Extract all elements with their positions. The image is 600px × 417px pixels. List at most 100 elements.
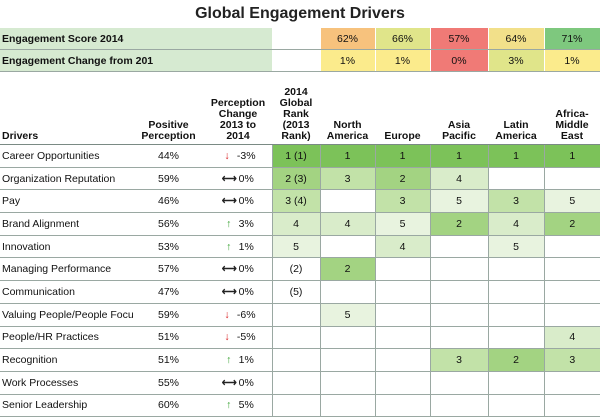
perception-change-cell: ↑ 5% [204,394,273,417]
latin-america-rank-cell [487,371,545,395]
africa-middle-east-rank-cell: 3 [543,348,600,372]
arrow-left-right-icon: ⟷ [221,376,237,389]
engagement-value-cell: 1% [374,49,431,72]
europe-rank-cell [374,303,431,327]
positive-perception-cell: 55% [133,371,204,395]
latin-america-rank-cell [487,167,545,191]
positive-perception-cell: 51% [133,326,204,350]
driver-row: Work Processes 55% ⟷ 0% [0,371,600,395]
asia-pacific-rank-cell: 5 [429,189,489,214]
arrow-down-icon: ↓ [224,331,230,344]
global-rank-cell [271,371,321,395]
engagement-value-cell: 3% [487,49,545,72]
europe-rank-cell: 1 [374,144,431,168]
europe-rank-cell: 2 [374,167,431,191]
header-drivers: Drivers [0,71,133,145]
latin-america-rank-cell [487,394,545,417]
global-rank-cell: (5) [271,280,321,304]
africa-middle-east-rank-cell [543,303,600,327]
positive-perception-cell: 56% [133,212,204,236]
driver-name: Communication [0,280,133,304]
perception-change-value: 0% [238,285,254,298]
asia-pacific-rank-cell [429,257,489,282]
africa-middle-east-rank-cell [543,167,600,191]
asia-pacific-rank-cell: 1 [429,144,489,168]
perception-change-value: -6% [236,308,256,321]
arrow-down-icon: ↓ [224,149,230,162]
north-america-rank-cell [319,235,376,259]
asia-pacific-rank-cell [429,371,489,395]
header-global-rank: 2014 Global Rank (2013 Rank) [272,71,321,145]
asia-pacific-rank-cell: 2 [429,212,489,236]
positive-perception-cell: 47% [133,280,204,304]
perception-change-cell: ↓ -6% [204,303,273,327]
perception-change-cell: ⟷ 0% [204,280,273,304]
perception-change-value: 0% [238,172,254,185]
global-rank-cell: 2 (3) [271,167,321,191]
perception-change-cell: ⟷ 0% [204,189,273,214]
positive-perception-cell: 46% [133,189,204,214]
driver-row: Recognition 51% ↑ 1% 3 2 3 [0,348,600,372]
europe-rank-cell [374,326,431,350]
north-america-rank-cell: 4 [319,212,376,236]
arrow-down-icon: ↓ [224,308,230,321]
arrow-left-right-icon: ⟷ [221,172,237,185]
header-row: Drivers Positive Perception Perception Cha… [0,71,600,145]
global-rank-cell: (2) [271,257,321,282]
africa-middle-east-rank-cell [543,280,600,304]
europe-rank-cell: 4 [374,235,431,259]
asia-pacific-rank-cell [429,280,489,304]
north-america-rank-cell [319,189,376,214]
positive-perception-cell: 51% [133,348,204,372]
driver-name: Innovation [0,235,133,259]
header-asia-pacific: Asia Pacific [430,71,489,145]
africa-middle-east-rank-cell: 1 [543,144,600,168]
europe-rank-cell [374,348,431,372]
driver-row: Senior Leadership 60% ↑ 5% [0,394,600,417]
perception-change-value: -5% [236,331,256,344]
driver-name: Recognition [0,348,133,372]
perception-change-cell: ⟷ 0% [204,167,273,191]
europe-rank-cell: 3 [374,189,431,214]
north-america-rank-cell [319,371,376,395]
driver-name: Organization Reputation [0,167,133,191]
north-america-rank-cell: 3 [319,167,376,191]
africa-middle-east-rank-cell [543,371,600,395]
latin-america-rank-cell: 4 [487,212,545,236]
africa-middle-east-rank-cell: 4 [543,326,600,350]
arrow-left-right-icon: ⟷ [221,285,237,298]
asia-pacific-rank-cell [429,394,489,417]
africa-middle-east-rank-cell: 2 [543,212,600,236]
latin-america-rank-cell: 5 [487,235,545,259]
perception-change-cell: ↓ -3% [204,144,273,168]
perception-change-value: 1% [238,354,254,367]
perception-change-cell: ↑ 3% [204,212,273,236]
engagement-value-cell: 1% [319,49,376,72]
arrow-up-icon: ↑ [226,399,232,412]
driver-row: Communication 47% ⟷ 0% (5) [0,280,600,304]
driver-row: Managing Performance 57% ⟷ 0% (2) 2 [0,257,600,282]
positive-perception-cell: 53% [133,235,204,259]
global-rank-cell [271,348,321,372]
global-rank-cell [271,303,321,327]
global-rank-cell [271,394,321,417]
latin-america-rank-cell: 1 [487,144,545,168]
global-rank-cell: 5 [271,235,321,259]
driver-name: Valuing People/People Focus [0,303,133,327]
europe-rank-cell [374,394,431,417]
driver-row: Brand Alignment 56% ↑ 3% 4 4 5 2 4 2 [0,212,600,236]
north-america-rank-cell [319,280,376,304]
north-america-rank-cell [319,326,376,350]
north-america-rank-cell [319,394,376,417]
africa-middle-east-rank-cell [543,235,600,259]
north-america-rank-cell [319,348,376,372]
asia-pacific-rank-cell [429,235,489,259]
perception-change-cell: ↑ 1% [204,348,273,372]
positive-perception-cell: 60% [133,394,204,417]
perception-change-value: -3% [236,149,256,162]
europe-rank-cell [374,257,431,282]
perception-change-cell: ↓ -5% [204,326,273,350]
perception-change-value: 0% [238,263,254,276]
global-rank-cell [271,326,321,350]
engagement-value-cell: 62% [319,28,376,50]
